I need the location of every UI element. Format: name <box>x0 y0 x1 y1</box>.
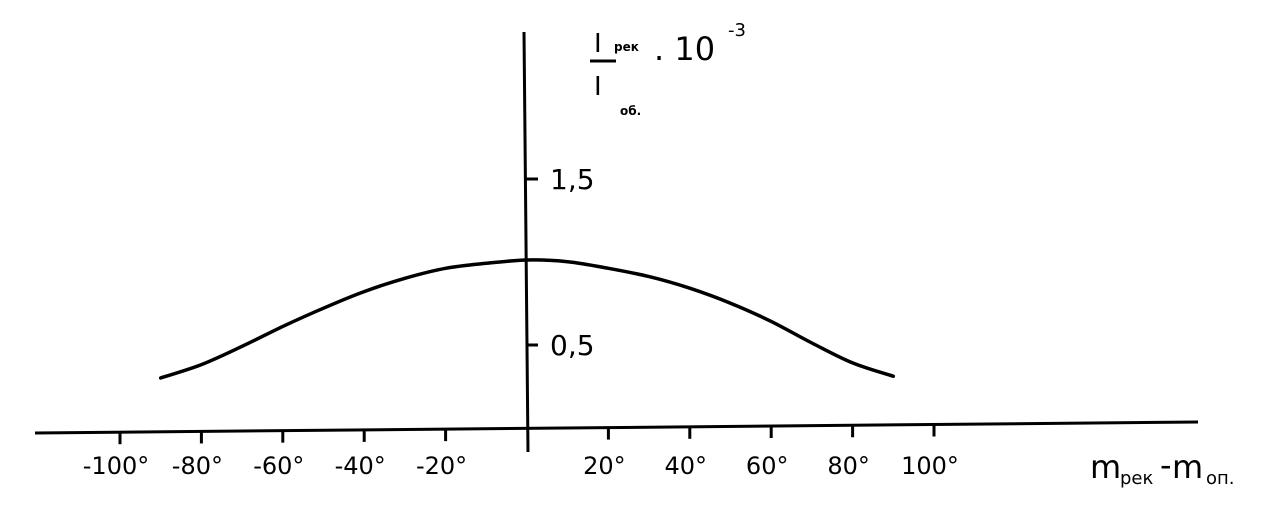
x-label-right-sub: оп. <box>1206 468 1235 489</box>
x-axis-line <box>34 420 1199 435</box>
x-tick-marks <box>118 424 936 445</box>
x-axis: -100° -80° -60° -40° -20° 20° 40° 60° 80° 100° <box>34 420 1199 480</box>
y-axis-label: I рек . 10 -3 I об. <box>590 20 746 118</box>
y-label-numerator-sub: рек <box>614 40 639 54</box>
x-label-left-sub: рек <box>1120 468 1154 489</box>
y-tick-marks <box>526 177 538 347</box>
x-tick-label: -60° <box>253 452 304 480</box>
y-label-denominator-sub: об. <box>620 104 641 118</box>
x-tick-labels: -100° -80° -60° -40° -20° 20° 40° 60° 80° 100° <box>83 452 959 480</box>
x-tick-label: 80° <box>827 452 870 480</box>
x-tick-label: 100° <box>901 452 959 480</box>
x-axis-label: m рек - m оп. <box>1090 446 1235 489</box>
y-label-numerator: I <box>594 29 602 59</box>
y-tick-label: 0,5 <box>550 329 595 362</box>
y-label-factor-exponent: -3 <box>728 20 746 41</box>
x-label-left-main: m <box>1090 448 1121 486</box>
series-line <box>158 258 896 380</box>
y-axis-line <box>522 31 530 453</box>
x-tick-label: 60° <box>746 452 789 480</box>
x-tick-label: 40° <box>665 452 708 480</box>
y-tick-label: 1,5 <box>550 163 595 196</box>
x-tick-label: -100° <box>83 452 149 480</box>
x-tick-label: 20° <box>583 452 626 480</box>
x-tick-label: -20° <box>416 452 467 480</box>
x-label-right-main: m <box>1172 448 1203 486</box>
y-axis: 1,5 0,5 <box>522 31 595 453</box>
y-label-factor: . 10 <box>654 30 715 68</box>
x-tick-label: -80° <box>172 452 223 480</box>
x-label-dash: - <box>1160 446 1172 484</box>
y-tick-labels: 1,5 0,5 <box>550 163 595 362</box>
y-label-denominator: I <box>594 72 602 102</box>
x-tick-label: -40° <box>335 452 386 480</box>
